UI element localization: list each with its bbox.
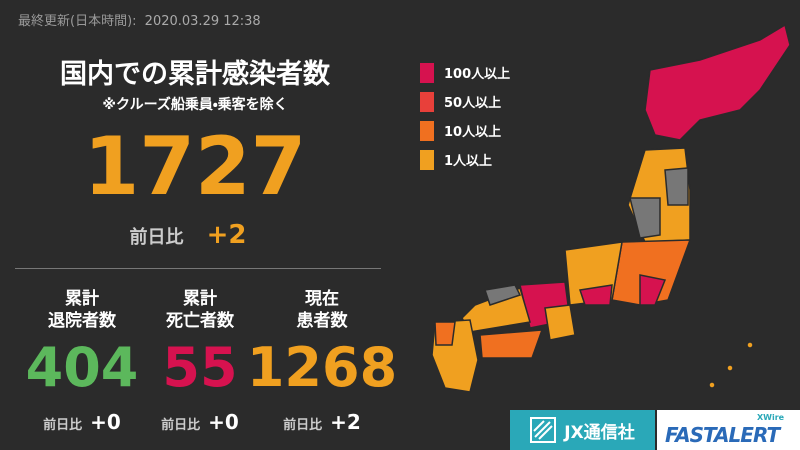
total-diff: 前日比 +2: [130, 220, 247, 250]
stat-diff: 前日比 +0: [161, 410, 239, 434]
divider: [15, 268, 381, 269]
stat-diff: 前日比 +0: [26, 410, 139, 434]
diff-value: +2: [330, 410, 361, 434]
island: [746, 341, 754, 349]
diff-label: 前日比: [283, 418, 323, 433]
legend-item: 1人以上: [420, 145, 510, 174]
stat-value: 404: [25, 336, 139, 399]
xwire-text: XWire: [757, 413, 785, 422]
diff-value: +0: [208, 410, 239, 434]
stat-label: 退院者数: [47, 311, 116, 331]
update-time: 2020.03.29 12:38: [144, 14, 261, 29]
legend: 100人以上 50人以上 10人以上 1人以上: [420, 58, 510, 174]
legend-item: 50人以上: [420, 87, 510, 116]
diff-value: +2: [206, 220, 247, 250]
legend-label: 100人以上: [444, 67, 511, 82]
stat-label: 累計: [182, 289, 217, 309]
region: [544, 304, 576, 341]
stat-label: 現在: [304, 289, 339, 309]
legend-label: 50人以上: [444, 96, 502, 111]
region: [664, 167, 689, 206]
stat-value: 55: [162, 336, 238, 399]
stat-column: 累計 死亡者数 55 前日比 +0: [161, 288, 239, 434]
update-info: 最終更新(日本時間): 2020.03.29 12:38: [18, 10, 261, 29]
stat-label: 患者数: [296, 311, 348, 331]
update-label: 最終更新(日本時間):: [18, 14, 137, 29]
legend-label: 10人以上: [444, 125, 502, 140]
diff-label: 前日比: [161, 418, 201, 433]
legend-swatch: [420, 149, 434, 170]
stat-label: 死亡者数: [165, 311, 234, 331]
region: [639, 274, 667, 306]
diff-label: 前日比: [43, 418, 83, 433]
stat-value: 1268: [246, 336, 398, 399]
legend-label: 1人以上: [444, 154, 493, 169]
fastalert-text: FASTALERT: [665, 423, 780, 447]
region: [629, 197, 661, 239]
stat-diff: 前日比 +2: [247, 410, 397, 434]
legend-swatch: [420, 120, 434, 141]
legend-swatch: [420, 62, 434, 83]
jx-icon: [530, 417, 557, 443]
title: 国内での累計感染者数: [60, 59, 330, 90]
stat-column: 累計 退院者数 404 前日比 +0: [26, 288, 139, 434]
island: [708, 381, 716, 389]
region: [434, 321, 456, 346]
legend-swatch: [420, 91, 434, 112]
total-value: 1727: [83, 120, 307, 213]
region: [479, 329, 544, 359]
diff-value: +0: [90, 410, 121, 434]
legend-item: 100人以上: [420, 58, 510, 87]
island: [726, 364, 734, 372]
diff-label: 前日比: [129, 227, 184, 248]
note: ※クルーズ船乗員・乗客を除く: [102, 97, 288, 113]
fastalert-logo: XWire FASTALERT: [657, 410, 800, 450]
jx-logo: JX通信社: [510, 410, 655, 450]
region: [579, 284, 613, 306]
stat-label: 累計: [64, 289, 99, 309]
japan-map: [431, 23, 791, 393]
region: [484, 284, 522, 306]
stat-column: 現在 患者数 1268 前日比 +2: [247, 288, 397, 434]
region: [644, 23, 791, 141]
jx-text: JX通信社: [564, 422, 635, 443]
legend-item: 10人以上: [420, 116, 510, 145]
